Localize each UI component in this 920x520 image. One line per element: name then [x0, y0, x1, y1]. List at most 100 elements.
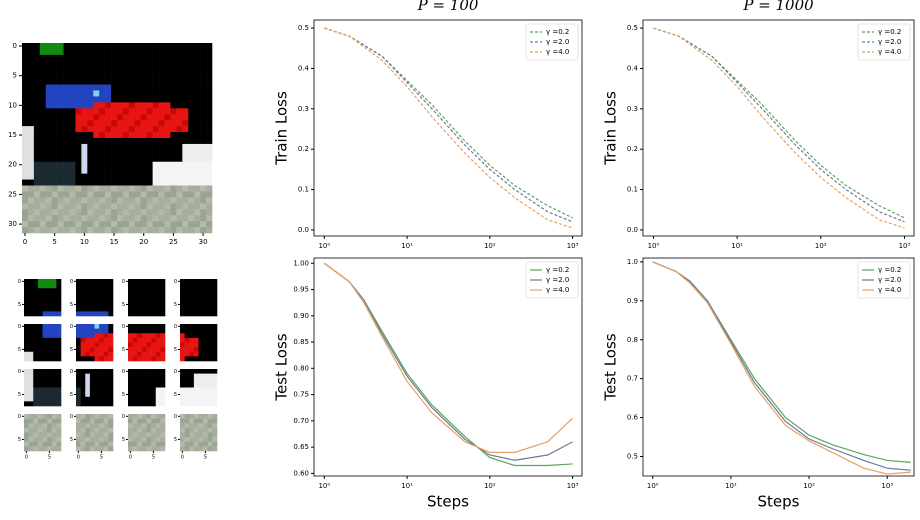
pixel: [80, 333, 86, 339]
pixel: [206, 120, 213, 127]
y-tick-label: 0.1: [298, 186, 309, 194]
pixel: [170, 72, 177, 79]
pixel: [155, 423, 161, 429]
pixel: [140, 78, 147, 85]
pixel: [51, 185, 58, 192]
pixel: [132, 423, 138, 429]
pixel: [76, 432, 81, 438]
pixel: [155, 378, 161, 384]
pixel: [85, 328, 91, 334]
pixel: [212, 306, 218, 312]
pixel: [180, 427, 185, 433]
pixel: [39, 126, 47, 133]
legend-box: [857, 23, 911, 61]
pixel: [188, 215, 195, 222]
pixel: [99, 120, 106, 127]
pixel: [42, 311, 48, 317]
pixel: [128, 102, 136, 109]
pixel: [69, 191, 76, 198]
pixel: [28, 297, 34, 303]
y-tick-label: 0.5: [627, 24, 638, 32]
y-tick-label: 0: [174, 414, 177, 420]
pixel: [137, 351, 143, 357]
pixel: [103, 302, 109, 308]
pixel: [87, 167, 94, 174]
pixel: [128, 401, 133, 407]
pixel: [28, 324, 34, 329]
pixel: [108, 356, 114, 362]
pixel: [33, 167, 41, 174]
pixel: [89, 279, 95, 284]
pixel: [140, 120, 147, 127]
pixel: [28, 302, 34, 308]
pixel: [37, 311, 43, 317]
pixel: [94, 292, 100, 298]
pixel: [151, 373, 157, 379]
pixel: [22, 48, 29, 56]
pixel: [85, 427, 91, 433]
pixel: [28, 306, 34, 312]
pixel: [27, 120, 35, 127]
pixel: [128, 72, 136, 79]
pixel: [56, 333, 62, 339]
pixel: [39, 54, 47, 62]
pixel: [63, 161, 70, 168]
pixel: [93, 108, 100, 115]
pixel: [33, 347, 39, 353]
pixel: [128, 167, 136, 174]
pixel: [188, 132, 195, 139]
pixel: [57, 221, 64, 228]
y-tick-label: 5: [174, 437, 177, 443]
pixel: [51, 432, 57, 438]
pixel: [184, 441, 190, 447]
pixel: [75, 215, 82, 222]
pixel: [184, 288, 190, 294]
pixel: [27, 161, 35, 168]
pixel: [75, 120, 82, 127]
pixel: [47, 401, 53, 407]
pixel: [85, 351, 91, 357]
pixel: [99, 401, 105, 407]
pixel: [45, 78, 52, 85]
pixel: [33, 297, 39, 303]
pixel: [27, 209, 35, 216]
pixel: [56, 342, 62, 348]
pixel: [180, 328, 185, 334]
x-tick-label: 10²: [484, 482, 496, 490]
pixel: [158, 197, 165, 204]
pixel: [203, 279, 209, 284]
pixel: [108, 306, 114, 312]
legend-box: [525, 23, 579, 61]
pixel: [42, 279, 48, 284]
pixel: [111, 227, 118, 234]
pixel: [85, 441, 91, 447]
pixel: [108, 378, 114, 384]
pixel: [137, 401, 143, 407]
pixel: [28, 392, 34, 398]
pixel: [206, 60, 213, 68]
pixel: [134, 96, 142, 103]
pixel: [45, 143, 52, 151]
pixel: [176, 227, 183, 234]
pixel: [164, 173, 171, 180]
pixel: [57, 48, 64, 56]
pixel: [188, 48, 195, 56]
pixel: [89, 373, 95, 379]
pixel: [94, 356, 100, 362]
pixel: [137, 292, 143, 298]
pixel: [128, 173, 136, 180]
pixel: [146, 179, 153, 186]
pixel: [160, 378, 166, 384]
pixel: [141, 279, 147, 284]
pixel: [33, 306, 39, 312]
pixel: [212, 283, 218, 289]
x-tick-label: 30: [199, 238, 208, 246]
pixel: [42, 437, 48, 443]
pixel: [152, 132, 159, 139]
pixel: [42, 418, 48, 424]
pixel: [164, 209, 171, 216]
pixel: [180, 302, 185, 308]
pixel: [206, 48, 213, 56]
pixel: [203, 373, 209, 379]
pixel: [134, 72, 142, 79]
